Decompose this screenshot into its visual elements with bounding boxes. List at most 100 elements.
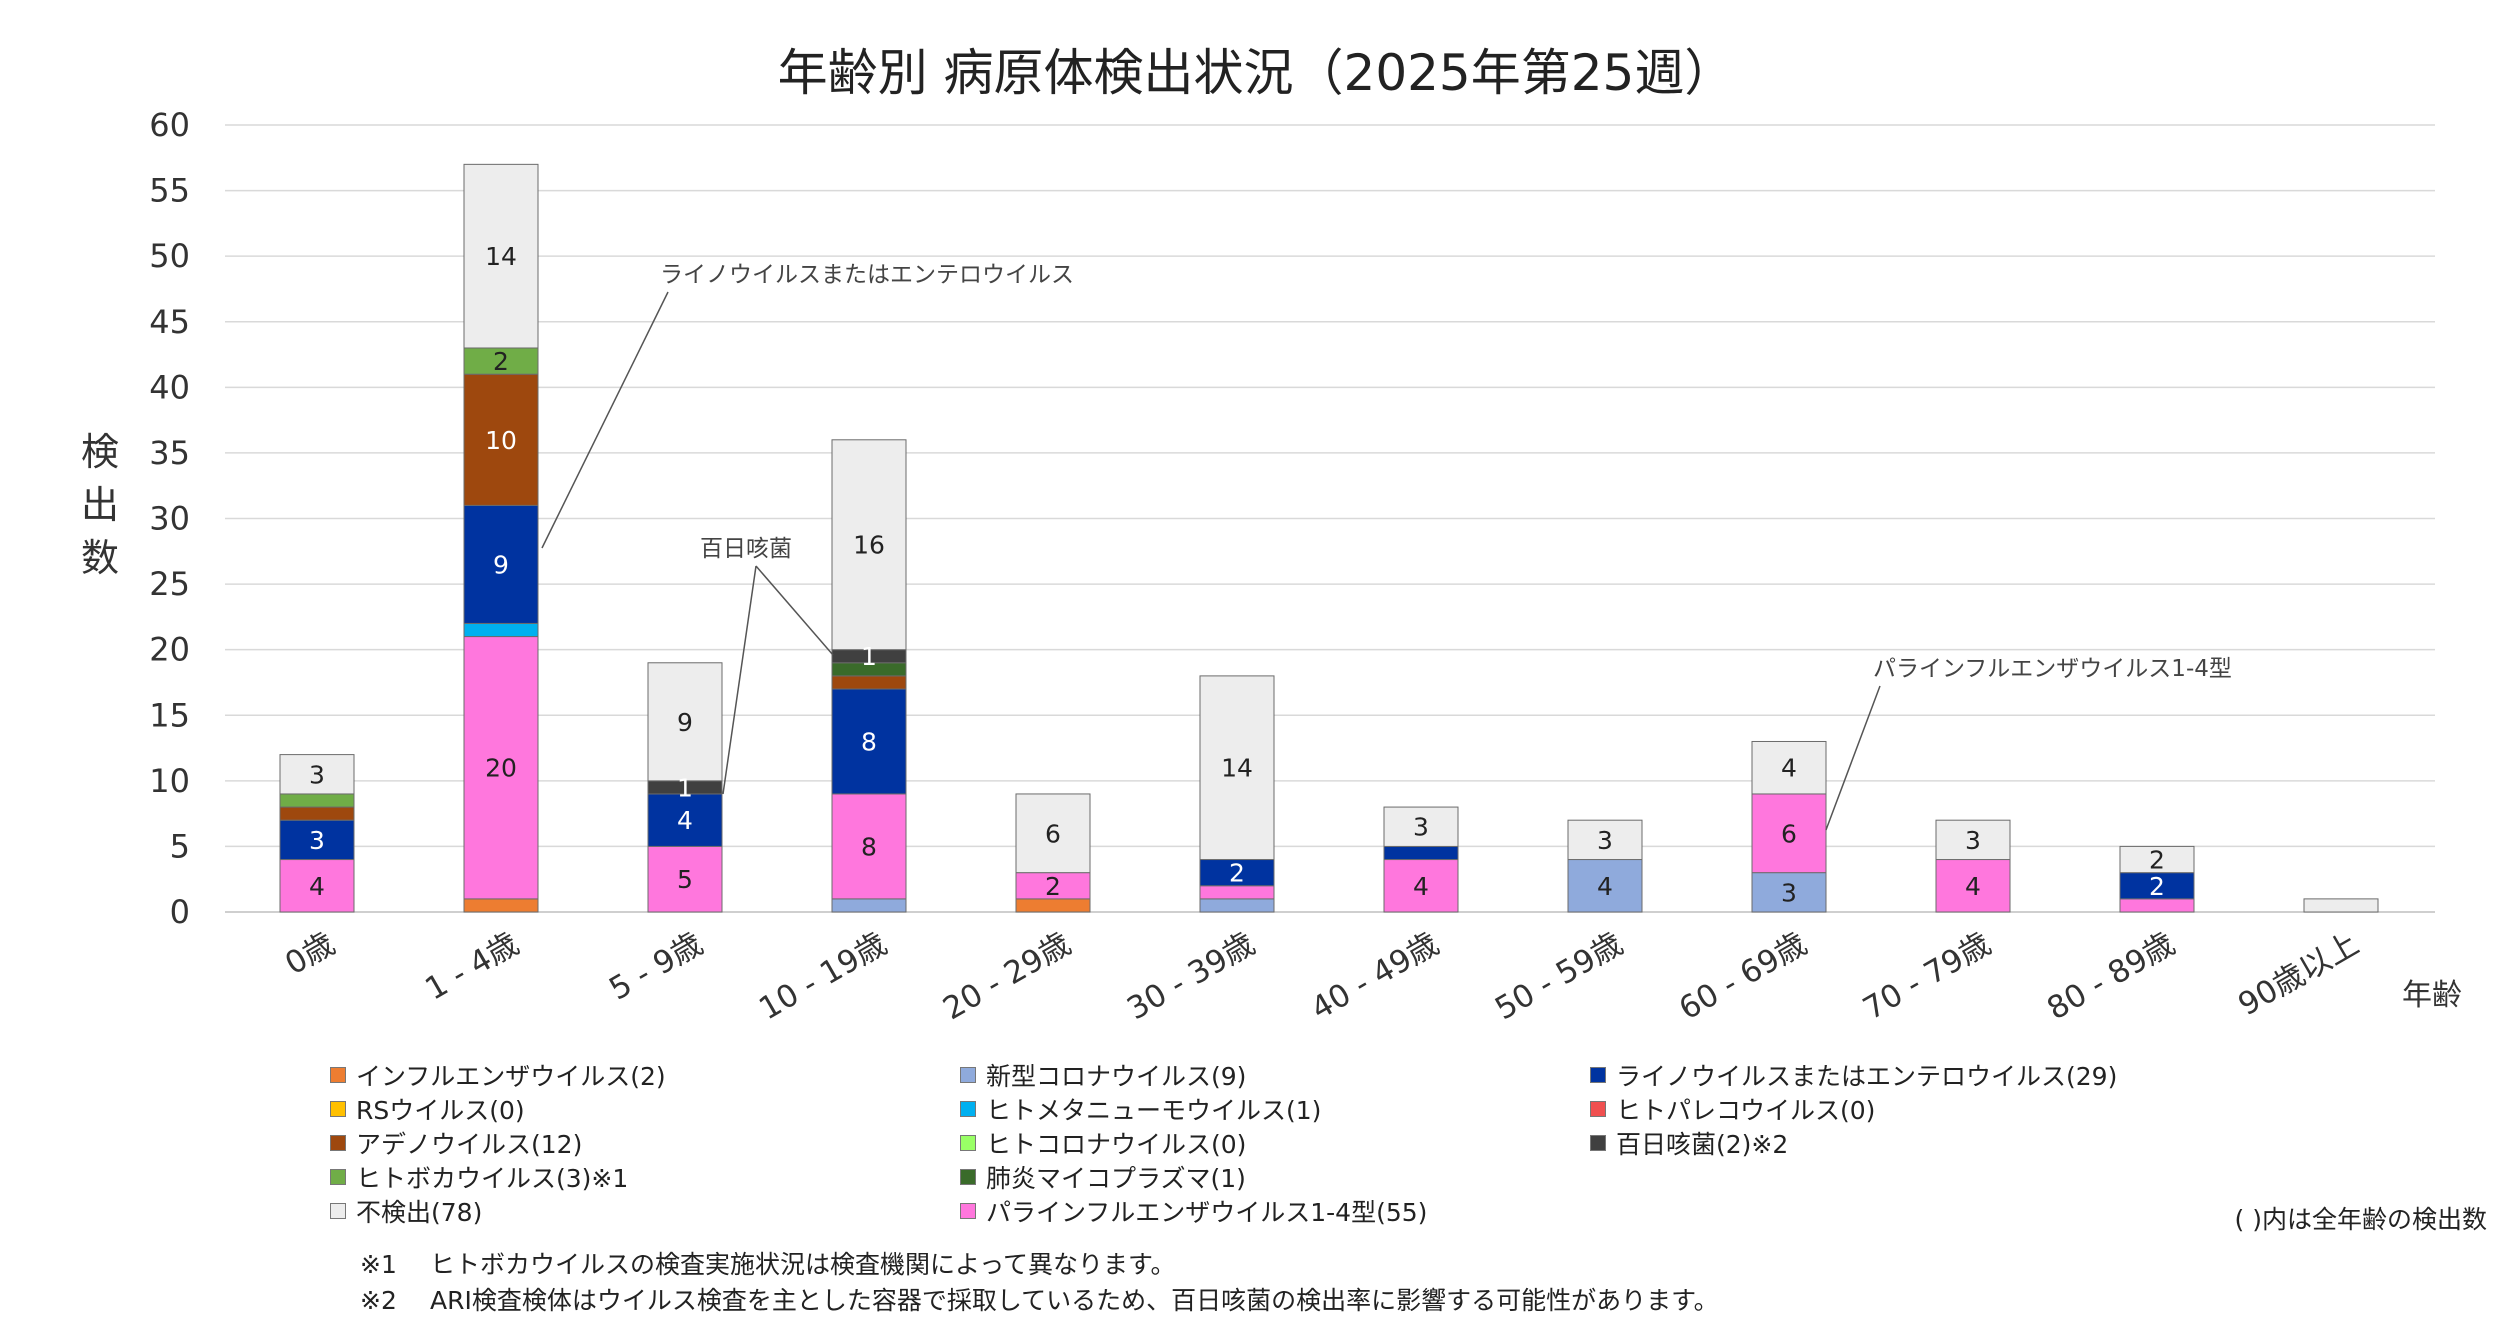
- x-tick-label: 50 - 59歳: [1489, 926, 1629, 1028]
- y-tick-label: 20: [149, 631, 190, 669]
- data-label: 4: [1413, 872, 1429, 901]
- data-label: 2: [2149, 846, 2165, 875]
- footnote-text: ヒトボカウイルスの検査実施状況は検査機関によって異なります。: [430, 1250, 1176, 1279]
- bar-segment: [1199, 898, 1275, 913]
- legend-label: ヒトメタニューモウイルス(1): [986, 1096, 1322, 1125]
- bar-segment: [1935, 819, 2011, 861]
- legend-label: アデノウイルス(12): [356, 1130, 583, 1159]
- bar-segment: [831, 675, 907, 690]
- x-tick-label: 80 - 89歳: [2041, 926, 2181, 1028]
- legend-label: ヒトコロナウイルス(0): [986, 1130, 1247, 1159]
- data-label: 4: [309, 872, 325, 901]
- data-label: 3: [1965, 826, 1981, 855]
- y-tick-label: 55: [149, 172, 190, 210]
- data-label: 2: [1045, 872, 1061, 901]
- data-label: 3: [1781, 878, 1797, 907]
- bar-segment: [279, 754, 355, 795]
- footnote-mark: ※1: [360, 1250, 397, 1279]
- data-label: 2: [2149, 872, 2165, 901]
- legend-label: ヒトボカウイルス(3)※1: [356, 1164, 629, 1193]
- x-tick-label: 60 - 69歳: [1673, 926, 1813, 1028]
- x-tick-labels: 0歳 1 - 4歳 5 - 9歳 10 - 19歳 20 - 29歳 30 - 39歳 40…: [279, 926, 2365, 1028]
- bar-segment: [831, 688, 907, 795]
- gridlines: [225, 124, 2435, 913]
- legend-item: RSウイルス(0): [330, 1092, 525, 1126]
- legend-item: ヒトパレコウイルス(0): [1590, 1092, 1875, 1126]
- annotation-leader-line: [755, 565, 834, 656]
- y-tick-label: 35: [149, 434, 190, 472]
- bar-segment: [463, 622, 539, 638]
- legend-swatch: [330, 1203, 346, 1219]
- bar-segment: [1935, 859, 2011, 913]
- bar-segment: [279, 859, 355, 913]
- bar-segment: [647, 793, 723, 847]
- data-label: 16: [853, 531, 885, 560]
- legend-item: ヒトボカウイルス(3)※1: [330, 1160, 628, 1194]
- data-label: 6: [1781, 819, 1797, 848]
- x-axis-label: 年齢: [2402, 978, 2462, 1013]
- data-label: 1: [677, 773, 693, 802]
- data-label: 2: [1229, 859, 1245, 888]
- data-label: 14: [1221, 754, 1253, 783]
- x-tick-label: 40 - 49歳: [1305, 926, 1445, 1028]
- y-tick-label: 0: [170, 893, 190, 931]
- legend-label: 不検出(78): [356, 1198, 483, 1227]
- footnote-mark: ※2: [360, 1286, 397, 1315]
- legend-swatch: [330, 1067, 346, 1083]
- bar-segment: [1383, 806, 1459, 847]
- bar-segment: [1199, 859, 1275, 887]
- bar-segment: [1383, 859, 1459, 913]
- annotation-label: 百日咳菌: [700, 536, 792, 562]
- x-tick-label: 0歳: [279, 926, 341, 983]
- y-axis-label: 検出数: [81, 430, 119, 580]
- x-tick-label: 1 - 4歳: [419, 926, 525, 1008]
- legend-label: 百日咳菌(2)※2: [1616, 1130, 1789, 1159]
- x-tick-label: 5 - 9歳: [603, 926, 709, 1008]
- legend-swatch: [960, 1203, 976, 1219]
- bar-segment: [1015, 872, 1091, 900]
- bar-segment: [463, 898, 539, 913]
- y-axis-label-char: 数: [81, 536, 119, 580]
- legend-swatch: [960, 1169, 976, 1185]
- bar-segment: [831, 439, 907, 651]
- data-label: 9: [493, 550, 509, 579]
- data-label: 6: [1045, 819, 1061, 848]
- y-axis-label-char: 出: [81, 483, 119, 527]
- y-tick-label: 50: [149, 237, 190, 275]
- data-label: 3: [309, 760, 325, 789]
- legend-item: パラインフルエンザウイルス1-4型(55): [960, 1194, 1427, 1228]
- y-tick-label: 45: [149, 303, 190, 341]
- annotation-label: ライノウイルスまたはエンテロウイルス: [660, 262, 1074, 288]
- legend-swatch: [1590, 1101, 1606, 1117]
- x-tick-label: 70 - 79歳: [1857, 926, 1997, 1028]
- bar-segment: [1199, 675, 1275, 861]
- bar-segment: [463, 636, 539, 900]
- bar-segment: [463, 504, 539, 624]
- x-tick-label: 10 - 19歳: [753, 926, 893, 1028]
- data-label: 8: [861, 832, 877, 861]
- annotation-leader-line: [722, 565, 757, 795]
- footnote-1: ※1 ヒトボカウイルスの検査実施状況は検査機関によって異なります。: [360, 1245, 1176, 1281]
- bar-segment: [1751, 793, 1827, 874]
- legend-item: インフルエンザウイルス(2): [330, 1058, 666, 1092]
- data-label: 4: [1597, 872, 1613, 901]
- bar-segment: [1751, 740, 1827, 795]
- bar-segment: [831, 793, 907, 900]
- bar-segment: [1383, 845, 1459, 861]
- data-label: 3: [1413, 813, 1429, 842]
- bar-segment: [279, 793, 355, 808]
- y-tick-label: 30: [149, 500, 190, 538]
- legend-label: RSウイルス(0): [356, 1096, 525, 1125]
- bar-segment: [2119, 872, 2195, 900]
- data-label: 5: [677, 865, 693, 894]
- y-tick-label: 40: [149, 368, 190, 406]
- data-label: 3: [1597, 826, 1613, 855]
- data-label: 8: [861, 727, 877, 756]
- bar-segment: [463, 373, 539, 506]
- legend-swatch: [960, 1101, 976, 1117]
- data-label: 20: [485, 754, 517, 783]
- legend-note: ( )内は全年齢の検出数: [2234, 1205, 2487, 1234]
- legend-item: 新型コロナウイルス(9): [960, 1058, 1246, 1092]
- annotation-leader-line: [541, 291, 669, 549]
